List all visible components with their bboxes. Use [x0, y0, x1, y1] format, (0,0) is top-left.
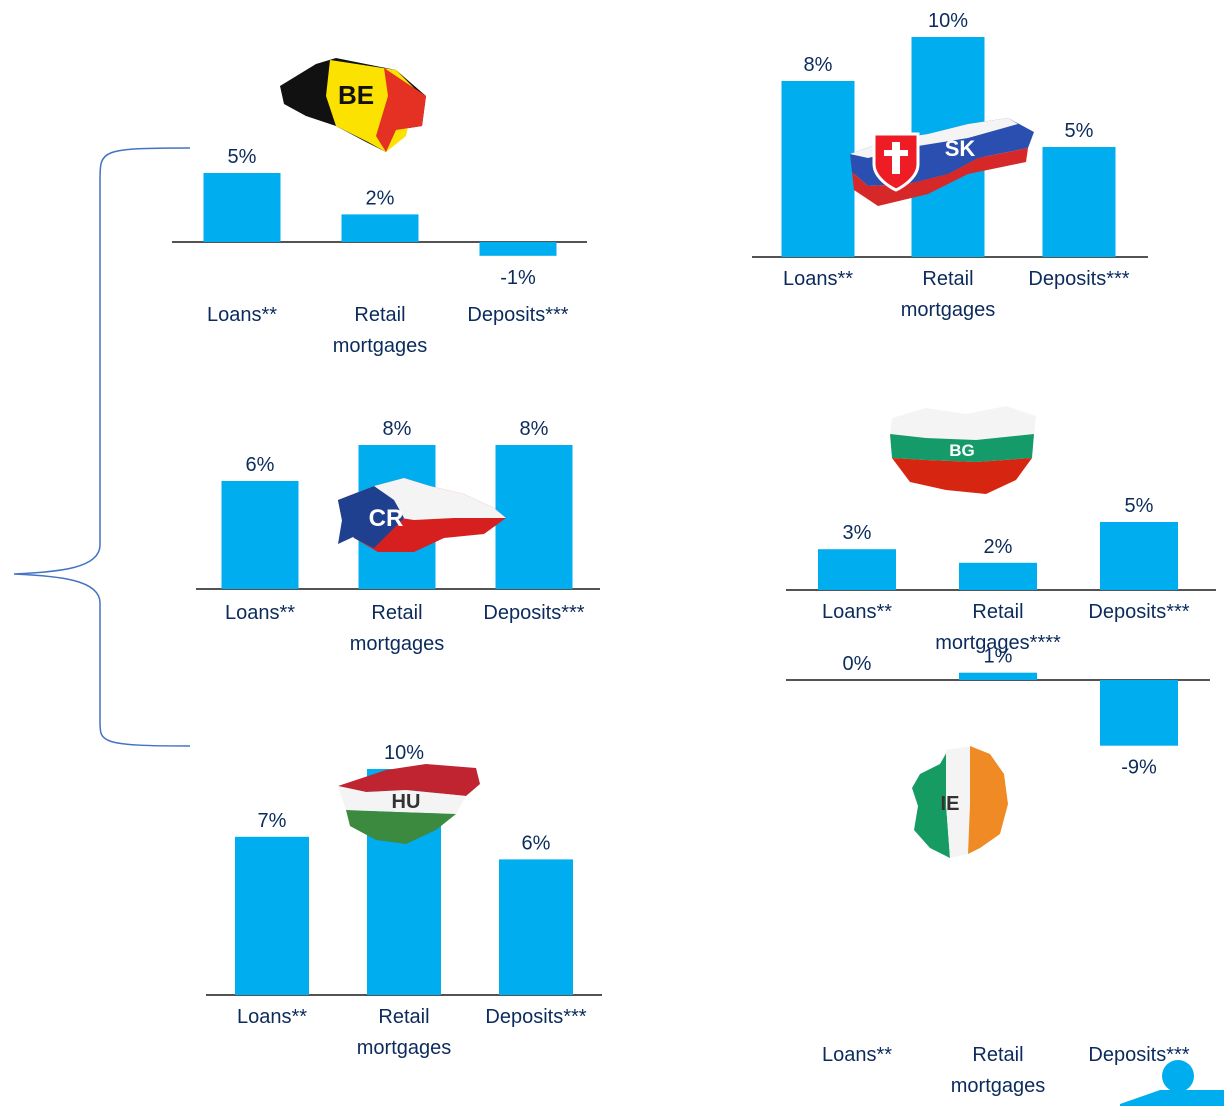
chart-bg-value-label: 5% [1125, 495, 1154, 517]
chart-sk-bar [781, 81, 855, 257]
flag-label-hu: HU [392, 791, 421, 813]
chart-be-bar [479, 242, 557, 256]
chart-sk-value-label: 10% [928, 10, 968, 32]
chart-cr-bar [221, 481, 299, 589]
flag-label-sk: SK [945, 136, 976, 161]
chart-bg-bar [818, 549, 896, 590]
chart-cr-value-label: 8% [383, 418, 412, 440]
chart-be-value-label: -1% [500, 267, 536, 289]
chart-bg-category-label: Deposits*** [1088, 601, 1190, 623]
chart-hu-category-label: Loans** [236, 1006, 308, 1028]
chart-ie-category-label: Loans** [821, 1044, 893, 1066]
chart-ie-category-label: Retail mortgages [950, 1044, 1046, 1097]
chart-sk-category-label: Loans** [782, 268, 854, 290]
chart-cr-category-label: Retail mortgages [349, 602, 445, 655]
chart-be-value-label: 2% [366, 187, 395, 209]
chart-bg-bar [1100, 522, 1178, 590]
chart-hu-value-label: 10% [384, 742, 424, 764]
chart-cr-category-label: Deposits*** [483, 602, 585, 624]
chart-hu-bar [235, 836, 309, 995]
chart-sk-category-label: Retail mortgages [900, 268, 996, 321]
chart-ie-svg: 0% 1% -9% [786, 646, 1210, 779]
chart-cr-bar [495, 445, 573, 589]
chart-ie: 0% 1% -9% Loans** Retail mortgages Deposits**… [786, 646, 1210, 1106]
chart-be-category-label: Loans** [206, 304, 278, 326]
chart-ie-value-label: 0% [843, 653, 872, 675]
chart-cr-category-label: Loans** [224, 602, 296, 624]
chart-be-svg: 5% 2% -1% [172, 146, 587, 289]
chart-sk-bar [1042, 147, 1116, 257]
chart-be: 5% 2% -1% Loans** Retail mortgages Deposits**… [172, 130, 587, 370]
chart-bg-category-label: Retail mortgages**** [935, 601, 1061, 654]
flag-label-cr: CR [369, 505, 404, 532]
chart-bg-svg: 3% 2% 5% [786, 495, 1216, 591]
chart-bg-value-label: 2% [984, 536, 1013, 558]
flag-label-be: BE [338, 80, 374, 110]
chart-ie-value-label: 1% [984, 646, 1013, 668]
chart-ie-bar [959, 672, 1037, 680]
chart-sk-value-label: 5% [1065, 120, 1094, 142]
chart-bg-category-label: Loans** [821, 601, 893, 623]
chart-be-value-label: 5% [228, 146, 257, 168]
chart-bg: 3% 2% 5% Loans** Retail mortgages**** Deposit… [786, 490, 1216, 670]
chart-hu-value-label: 7% [258, 810, 287, 832]
chart-bg-value-label: 3% [843, 522, 872, 544]
chart-bg-bar [959, 562, 1037, 590]
chart-be-bar [203, 173, 281, 242]
chart-sk-value-label: 8% [804, 54, 833, 76]
group-brace [13, 147, 191, 747]
chart-hu-value-label: 6% [522, 832, 551, 854]
brand-logo-icon [1120, 1060, 1224, 1106]
chart-ie-value-label: -9% [1121, 757, 1157, 779]
chart-hu-category-label: Retail mortgages [356, 1006, 452, 1059]
chart-ie-bar [1100, 680, 1178, 746]
chart-cr-value-label: 8% [520, 418, 549, 440]
chart-ie-category-label: Deposits*** [1088, 1044, 1190, 1066]
chart-sk-category-label: Deposits*** [1028, 268, 1130, 290]
chart-hu-category-label: Deposits*** [485, 1006, 587, 1028]
chart-be-category-label: Deposits*** [467, 304, 569, 326]
chart-be-bar [341, 214, 419, 242]
flag-label-bg: BG [949, 441, 975, 460]
chart-cr-value-label: 6% [246, 454, 275, 476]
chart-be-category-label: Retail mortgages [332, 304, 428, 357]
flag-label-ie: IE [941, 793, 960, 815]
chart-hu-bar [499, 859, 573, 995]
